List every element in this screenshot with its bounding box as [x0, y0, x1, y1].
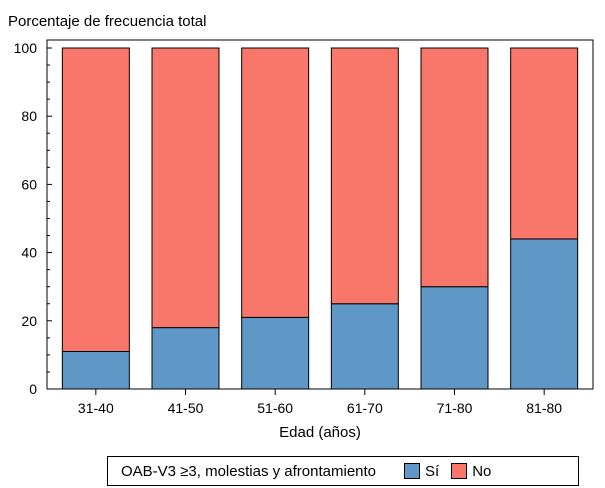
bar-segment-no [330, 47, 399, 305]
x-tick-label: 31-40 [78, 400, 114, 416]
legend-label-no: No [472, 462, 492, 480]
y-tick-label: 100 [14, 40, 38, 56]
bars [61, 47, 579, 390]
bar-segment-si [151, 327, 220, 390]
x-tick-label: 51-60 [257, 400, 293, 416]
x-axis-title: Edad (años) [279, 424, 361, 441]
bar-segment-no [151, 47, 220, 329]
bar-segment-si [61, 350, 130, 390]
bar-segment-si [241, 316, 310, 390]
x-tick-label: 71-80 [437, 400, 473, 416]
legend: OAB-V3 ≥3, molestias y afrontamiento Sí … [107, 456, 579, 486]
bar-segment-no [420, 47, 489, 288]
y-tick-label: 0 [29, 381, 37, 397]
legend-title: OAB-V3 ≥3, molestias y afrontamiento [121, 462, 377, 480]
y-tick-label: 20 [21, 313, 37, 329]
y-tick-label: 60 [21, 176, 37, 192]
y-axis: 0 20 40 60 80 100 [14, 40, 52, 397]
x-tick-label: 61-70 [347, 400, 383, 416]
x-tick-label: 81-80 [526, 400, 562, 416]
legend-swatch-si [404, 463, 421, 479]
bar-segment-si [510, 238, 579, 390]
bar-segment-si [330, 303, 399, 390]
bar-segment-si [420, 286, 489, 390]
y-tick-label: 40 [21, 245, 37, 261]
legend-label-si: Sí [425, 462, 440, 480]
x-axis: 31-40 41-50 51-60 61-70 71-80 81-80 [78, 389, 562, 416]
legend-item-si: Sí [404, 463, 439, 480]
bar-segment-no [241, 47, 310, 318]
y-axis-title: Porcentaje de frecuencia total [8, 13, 206, 30]
bar-segment-no [510, 47, 579, 240]
bar-segment-no [61, 47, 130, 352]
x-tick-label: 41-50 [168, 400, 204, 416]
legend-item-no: No [451, 463, 491, 480]
plot-frame [46, 39, 594, 390]
y-tick-label: 80 [21, 108, 37, 124]
legend-swatch-no [451, 463, 468, 479]
